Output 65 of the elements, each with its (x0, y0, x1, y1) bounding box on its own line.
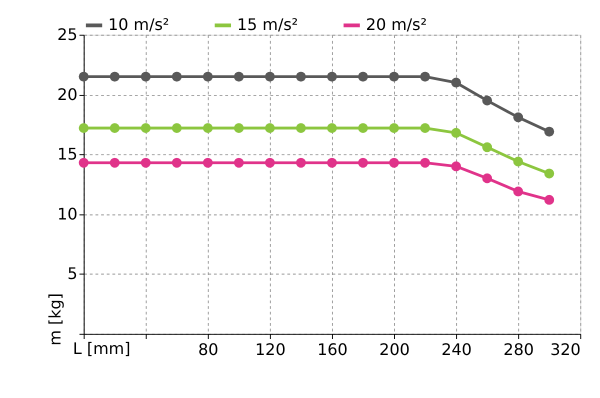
point (140, 158, 151, 168)
point (172, 123, 182, 133)
point (78, 158, 89, 168)
point (172, 158, 182, 168)
point (110, 72, 120, 82)
legend-label: 10 m/s² (108, 15, 170, 34)
point (327, 123, 337, 133)
x-tick-label: 120 (255, 340, 286, 359)
point (513, 186, 524, 196)
point (420, 123, 430, 133)
point (264, 123, 275, 133)
y-tick-label: 5 (67, 264, 78, 284)
point (327, 72, 337, 82)
x-tick-label: 200 (379, 340, 410, 359)
point (264, 72, 275, 82)
x-tick-label: 80 (198, 340, 218, 359)
point (451, 161, 462, 172)
point (202, 158, 213, 168)
point (296, 72, 306, 82)
point (296, 123, 306, 133)
point (482, 173, 492, 184)
point (264, 158, 275, 168)
point (140, 123, 151, 133)
point (420, 158, 430, 168)
point (389, 158, 399, 168)
point (544, 126, 554, 137)
point (110, 123, 120, 133)
point (110, 158, 120, 168)
point (202, 72, 213, 82)
point (234, 158, 244, 168)
point (544, 168, 554, 178)
point (389, 72, 399, 82)
point (451, 128, 462, 138)
point (234, 72, 244, 82)
y-tick-label: 20 (57, 84, 78, 104)
point (202, 123, 213, 133)
legend-label: 15 m/s² (236, 15, 298, 34)
point (296, 158, 306, 168)
point (140, 72, 151, 82)
point (172, 72, 182, 82)
point (327, 158, 337, 168)
y-tick-label: 25 (57, 24, 78, 44)
y-tick-label: 10 (57, 204, 78, 224)
x-tick-label: 240 (441, 340, 472, 359)
legend-label: 20 m/s² (366, 15, 427, 34)
point (544, 194, 554, 205)
y-tick-label: 15 (57, 144, 78, 164)
x-tick-label: 160 (317, 340, 348, 359)
y-axis-title: m [kg] (46, 293, 65, 346)
point (451, 78, 462, 88)
point (78, 72, 89, 82)
point (482, 142, 492, 152)
point (513, 156, 524, 166)
point (420, 72, 430, 82)
x-tick-label: 280 (503, 340, 534, 359)
point (358, 158, 368, 168)
x-tick-label: 320 (550, 340, 581, 359)
point (389, 123, 399, 133)
point (358, 72, 368, 82)
point (482, 96, 492, 106)
x-axis-title: L [mm] (72, 339, 130, 358)
point (358, 123, 368, 133)
point (234, 123, 244, 133)
point (78, 123, 89, 133)
point (513, 112, 524, 122)
